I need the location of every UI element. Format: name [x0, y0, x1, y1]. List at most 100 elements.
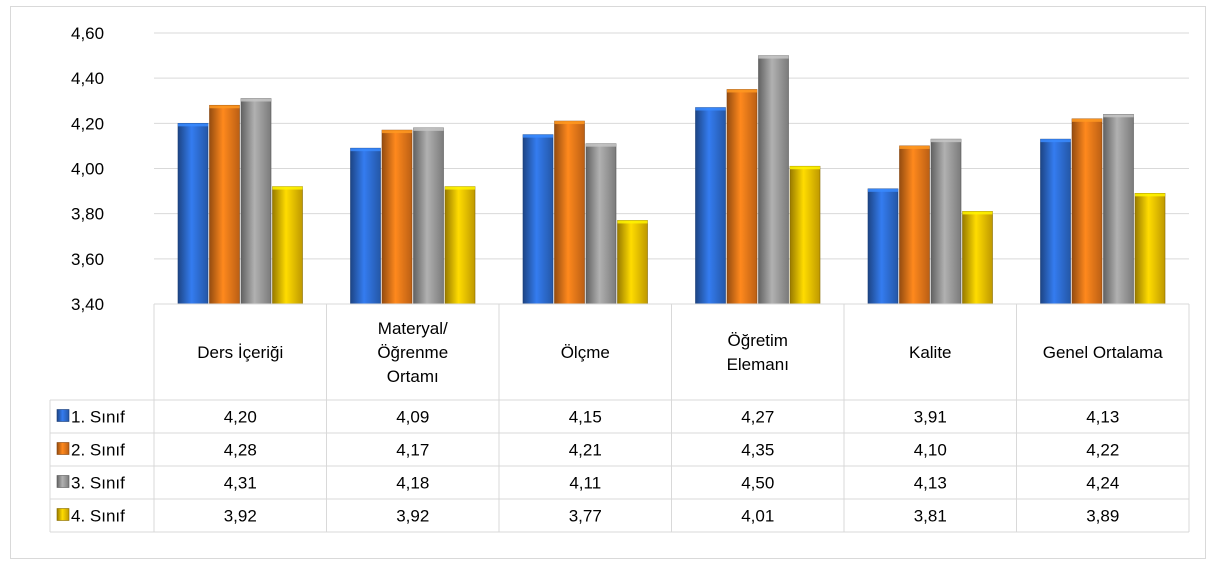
category-label: Ders İçeriği	[197, 343, 283, 362]
y-tick-label: 4,40	[71, 69, 104, 88]
data-label: 3,77	[569, 507, 602, 526]
bar-chart: 3,40 3,60 3,80 4,00 4,20 4,40 4,60 Ders İçeriğ…	[49, 24, 1190, 533]
gridlines	[154, 32, 1189, 305]
bar-top	[586, 143, 616, 147]
y-axis-ticks: 3,40 3,60 3,80 4,00 4,20 4,40 4,60	[71, 24, 104, 314]
data-label: 4,27	[741, 408, 774, 427]
data-table: Ders İçeriği Materyal/Öğrenme Ortamı Ölçme Ö…	[49, 303, 1190, 533]
legend-key	[56, 442, 70, 455]
series-label: 1. Sınıf	[71, 408, 125, 427]
category-label-line: Öğrenme	[377, 343, 448, 362]
data-label: 3,91	[914, 408, 947, 427]
data-label: 3,92	[224, 507, 257, 526]
category-label: Kalite	[909, 343, 952, 362]
legend-key	[56, 475, 70, 488]
bar-top	[617, 220, 648, 224]
bar-top	[931, 139, 961, 143]
data-label: 4,01	[741, 507, 774, 526]
category-label-line: Kalite	[909, 343, 952, 362]
category-label-line: Genel Ortalama	[1043, 343, 1164, 362]
data-label: 4,22	[1086, 441, 1119, 460]
bar-top	[523, 134, 553, 138]
data-label: 4,10	[914, 441, 947, 460]
bar-top	[350, 148, 381, 152]
chart-frame: 3,40 3,60 3,80 4,00 4,20 4,40 4,60 Ders İçeriğ…	[10, 6, 1206, 559]
data-label: 4,13	[1086, 408, 1119, 427]
bar	[272, 186, 303, 305]
data-label: 4,21	[569, 441, 602, 460]
bar-top	[554, 121, 585, 125]
bar	[444, 186, 476, 305]
y-tick-label: 3,60	[71, 250, 104, 269]
bar	[1040, 138, 1071, 305]
bar-top	[1072, 118, 1102, 122]
bar	[930, 138, 962, 305]
bar-top	[868, 188, 898, 192]
bar	[899, 145, 930, 305]
bar	[240, 98, 272, 305]
bar-top	[758, 55, 789, 59]
bar	[350, 147, 381, 305]
category-label-line: Ölçme	[561, 343, 610, 362]
y-tick-label: 3,80	[71, 205, 104, 224]
bar	[381, 129, 413, 305]
data-label: 4,18	[396, 474, 429, 493]
bar-top	[899, 145, 930, 149]
data-label: 4,17	[396, 441, 429, 460]
bar-top	[413, 127, 444, 131]
bar-top	[178, 123, 208, 127]
bar	[522, 134, 554, 305]
bar-top	[790, 166, 820, 170]
legend-key	[56, 409, 70, 422]
bar	[177, 123, 209, 305]
bar-top	[727, 89, 757, 93]
bar	[789, 165, 821, 305]
bar-top	[1135, 193, 1165, 197]
data-label: 4,31	[224, 474, 257, 493]
y-tick-label: 4,00	[71, 160, 104, 179]
category-label-line: Ders İçeriği	[197, 343, 283, 362]
bar-top	[382, 130, 412, 134]
bar-top	[241, 98, 271, 102]
data-label: 4,24	[1086, 474, 1119, 493]
bar	[413, 127, 444, 305]
category-label: Öğretim Elemanı	[727, 331, 789, 374]
bars	[177, 55, 1166, 305]
bar	[1103, 114, 1134, 305]
data-label: 4,09	[396, 408, 429, 427]
bar	[1134, 193, 1166, 305]
category-label: Genel Ortalama	[1043, 343, 1164, 362]
category-label: Ölçme	[561, 343, 610, 362]
bar	[209, 104, 240, 305]
data-label: 4,28	[224, 441, 257, 460]
series-label: 3. Sınıf	[71, 474, 125, 493]
data-label: 3,81	[914, 507, 947, 526]
legend-key	[56, 508, 70, 521]
data-label: 3,89	[1086, 507, 1119, 526]
series-label: 2. Sınıf	[71, 441, 125, 460]
bar	[962, 211, 993, 305]
category-label-line: Ortamı	[387, 367, 439, 386]
bar-top	[962, 211, 993, 215]
bar	[1071, 118, 1103, 305]
bar	[617, 220, 648, 305]
category-label: Materyal/Öğrenme Ortamı	[377, 319, 448, 386]
series-label: 4. Sınıf	[71, 507, 125, 526]
y-tick-label: 3,40	[71, 295, 104, 314]
bar	[758, 55, 789, 305]
bar-top	[1103, 114, 1134, 118]
category-label-line: Öğretim	[728, 331, 788, 350]
category-label-line: Elemanı	[727, 355, 789, 374]
bar	[585, 143, 617, 305]
data-label: 4,13	[914, 474, 947, 493]
y-tick-label: 4,60	[71, 24, 104, 43]
y-tick-label: 4,20	[71, 114, 104, 133]
bar-top	[695, 107, 726, 111]
bar-top	[209, 105, 240, 109]
bar	[695, 107, 726, 305]
bar-top	[445, 186, 475, 190]
data-label: 4,20	[224, 408, 257, 427]
bar	[554, 120, 585, 305]
bar-top	[272, 186, 303, 190]
bar	[726, 89, 758, 305]
